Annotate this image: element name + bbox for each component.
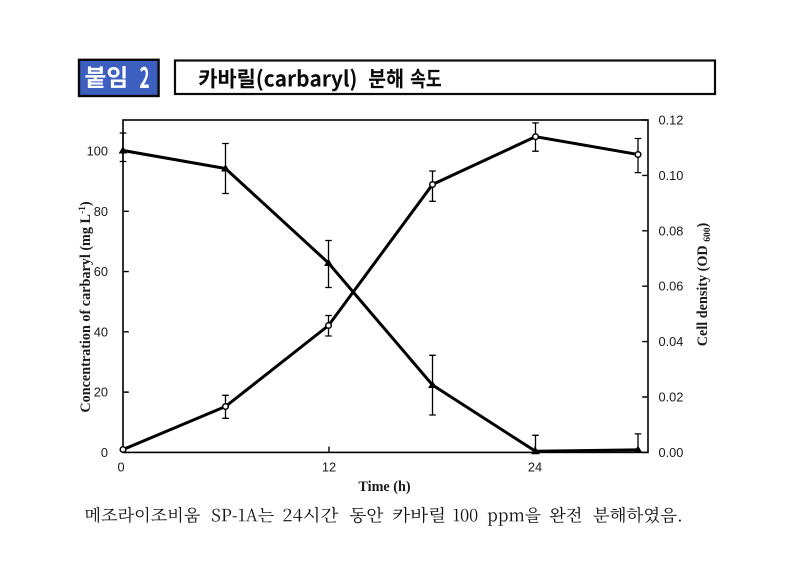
svg-text:Concentration of carbaryl (mg: Concentration of carbaryl (mg L-1) [78, 201, 94, 413]
svg-text:Time (h): Time (h) [358, 479, 410, 495]
svg-text:100: 100 [87, 144, 108, 159]
svg-text:0.02: 0.02 [659, 390, 684, 405]
svg-text:60: 60 [94, 264, 108, 279]
svg-text:12: 12 [322, 460, 336, 475]
svg-text:Cell density (OD 600): Cell density (OD 600) [695, 223, 713, 347]
svg-text:0.10: 0.10 [659, 168, 684, 183]
svg-text:24: 24 [528, 460, 542, 475]
svg-text:0.06: 0.06 [659, 279, 684, 294]
svg-text:0: 0 [117, 460, 124, 475]
svg-text:80: 80 [94, 204, 108, 219]
svg-text:0.08: 0.08 [659, 223, 684, 238]
svg-text:0.04: 0.04 [659, 334, 684, 349]
svg-text:40: 40 [94, 324, 108, 339]
svg-text:20: 20 [94, 385, 108, 400]
svg-text:0.00: 0.00 [659, 445, 684, 460]
svg-text:0: 0 [101, 445, 108, 460]
svg-text:0.12: 0.12 [659, 113, 684, 128]
